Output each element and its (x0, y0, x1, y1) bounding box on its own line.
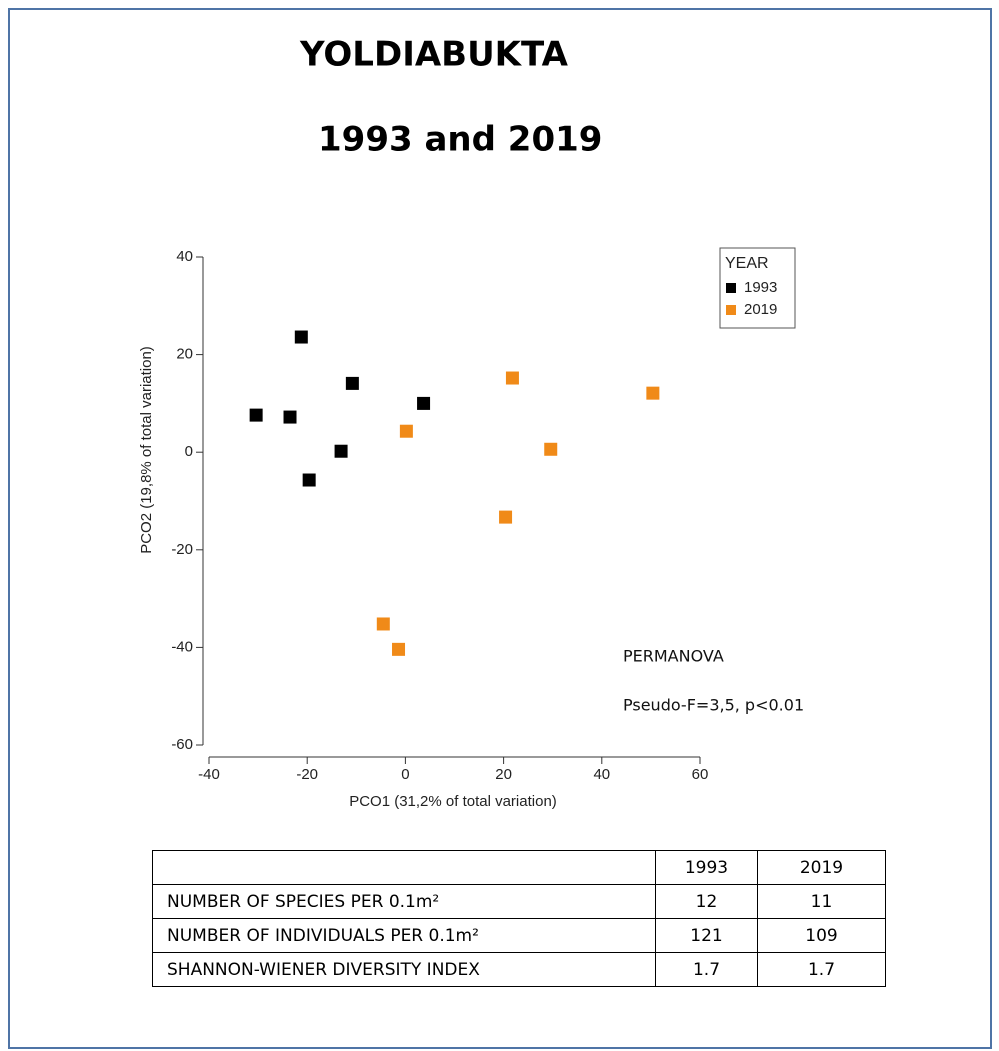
table-cell: 11 (757, 884, 886, 919)
chart-title: YOLDIABUKTA (299, 35, 569, 75)
x-tick-label: 20 (495, 766, 512, 783)
point (505, 371, 519, 385)
x-tick-label: -40 (198, 766, 220, 783)
legend-label: 1993 (744, 279, 777, 296)
x-tick-label: -20 (296, 766, 318, 783)
y-tick-label: 20 (176, 346, 193, 363)
point (283, 410, 297, 424)
point (392, 642, 406, 656)
table-cell: 2019 (757, 850, 886, 885)
legend-swatch (726, 305, 736, 315)
table-row: NUMBER OF SPECIES PER 0.1m² 12 11 (152, 884, 886, 919)
point (302, 473, 316, 487)
y-axis-label: PCO2 (19,8% of total variation) (138, 346, 155, 554)
table-row: SHANNON-WIENER DIVERSITY INDEX 1.7 1.7 (152, 952, 886, 987)
legend-label: 2019 (744, 301, 777, 318)
table-cell: NUMBER OF INDIVIDUALS PER 0.1m² (152, 918, 656, 953)
x-tick-label: 60 (692, 766, 709, 783)
y-tick-label: 0 (185, 443, 193, 460)
point (646, 386, 660, 400)
table-cell: SHANNON-WIENER DIVERSITY INDEX (152, 952, 656, 987)
table-cell: 1.7 (757, 952, 886, 987)
table-cell: 121 (655, 918, 758, 953)
slide-frame (8, 8, 992, 1049)
y-tick-label: 40 (176, 248, 193, 265)
point (417, 396, 431, 410)
x-tick-label: 40 (593, 766, 610, 783)
table-cell: 12 (655, 884, 758, 919)
table-cell (152, 850, 656, 885)
point (334, 444, 348, 458)
annotation: PERMANOVA (623, 647, 724, 666)
table-cell: 1.7 (655, 952, 758, 987)
legend-title: YEAR (725, 255, 769, 272)
point (249, 408, 263, 422)
table-cell: 1993 (655, 850, 758, 885)
point (345, 376, 359, 390)
x-tick-label: 0 (401, 766, 409, 783)
point (544, 442, 558, 456)
y-tick-label: -20 (171, 541, 193, 558)
table-cell: NUMBER OF SPECIES PER 0.1m² (152, 884, 656, 919)
legend-swatch (726, 283, 736, 293)
point (499, 510, 513, 524)
point (294, 330, 308, 344)
summary-table: 1993 2019 NUMBER OF SPECIES PER 0.1m² 12 1… (152, 850, 886, 987)
x-axis-label: PCO1 (31,2% of total variation) (349, 793, 557, 810)
chart-subtitle: 1993 and 2019 (318, 120, 602, 160)
annotation: Pseudo-F=3,5, p<0.01 (623, 696, 804, 715)
point (376, 617, 390, 631)
y-tick-label: -40 (171, 638, 193, 655)
table-cell: 109 (757, 918, 886, 953)
table-row: 1993 2019 (152, 850, 886, 885)
y-tick-label: -60 (171, 736, 193, 753)
point (399, 424, 413, 438)
table-row: NUMBER OF INDIVIDUALS PER 0.1m² 121 109 (152, 918, 886, 953)
